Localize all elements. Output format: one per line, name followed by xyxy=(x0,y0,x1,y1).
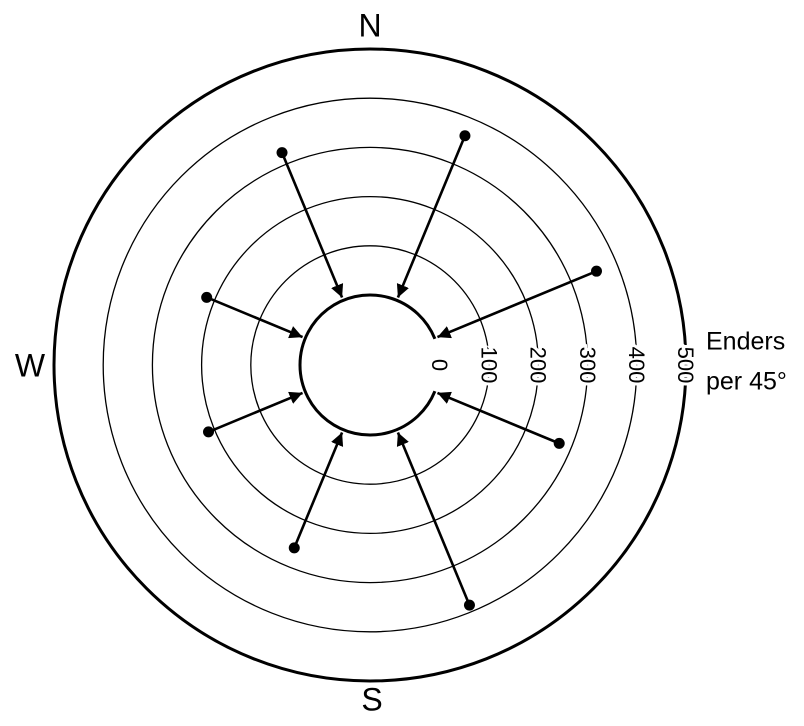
ring xyxy=(200,195,540,535)
r-tick-label: 400 xyxy=(624,347,649,384)
r-tick-label: 500 xyxy=(673,347,698,384)
ring xyxy=(52,47,688,683)
arrow xyxy=(436,269,597,339)
arrow xyxy=(293,431,344,549)
ring xyxy=(298,293,437,437)
compass-west: W xyxy=(15,347,46,383)
arrow xyxy=(396,431,471,606)
arrow xyxy=(208,391,304,434)
ring xyxy=(102,97,638,633)
ring xyxy=(250,245,490,485)
arrow-tail xyxy=(553,437,565,449)
compass-south: S xyxy=(361,681,382,717)
arrow-tail xyxy=(463,599,475,611)
compass-north: N xyxy=(358,7,381,43)
r-tick-label: 200 xyxy=(526,347,551,384)
axis-label: Enders xyxy=(706,328,785,356)
arrow-tail xyxy=(203,426,215,438)
arrow xyxy=(396,135,467,299)
r-tick-label: 100 xyxy=(476,347,501,384)
r-tick-label: 300 xyxy=(575,347,600,384)
r-tick-label: 0 xyxy=(427,359,452,371)
axis-label: per 45° xyxy=(706,368,787,396)
ring xyxy=(151,146,589,584)
arrow-tail xyxy=(276,147,288,159)
arrow xyxy=(206,296,304,339)
arrow-tail xyxy=(590,265,602,277)
arrow-tail xyxy=(288,542,300,554)
arrow xyxy=(280,152,344,299)
arrow-tail xyxy=(459,130,471,142)
arrow xyxy=(436,391,560,445)
arrow-tail xyxy=(201,291,213,303)
